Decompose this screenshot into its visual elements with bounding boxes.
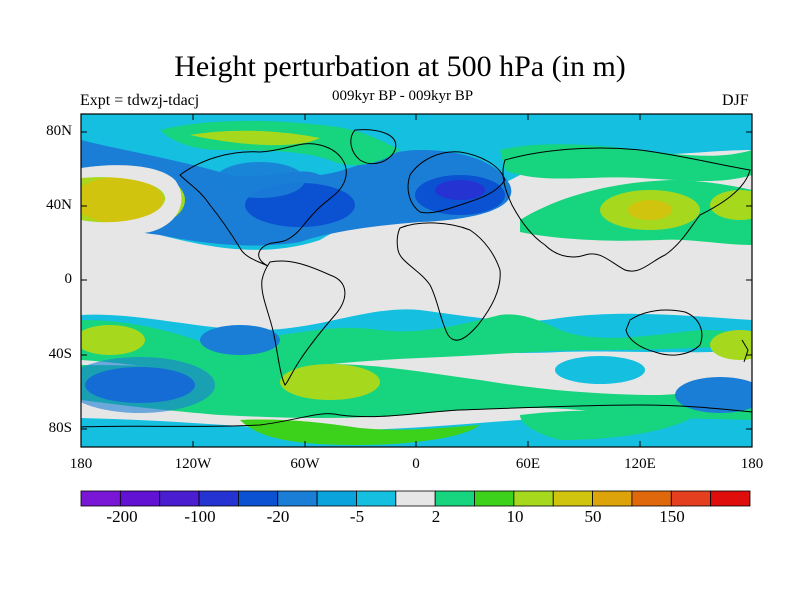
colorbar-label: -20 (266, 507, 290, 526)
south-america-coast (261, 260, 346, 386)
colorbar-label: 2 (431, 507, 441, 526)
coastlines (81, 129, 752, 428)
contour-field (81, 114, 752, 447)
colorbar-label: -5 (349, 507, 365, 526)
x-label-60e: 60E (515, 456, 541, 472)
x-label-180e: 180 (740, 456, 764, 472)
colorbar-label: -100 (184, 507, 216, 526)
south-pacific-high-west (81, 325, 145, 355)
colorbar-label: 10 (506, 507, 524, 526)
north-pacific-high-white (81, 165, 182, 235)
australia-coast (625, 309, 703, 356)
x-ticks (80, 114, 753, 447)
plot-title: Height perturbation at 500 hPa (in m) (174, 50, 626, 83)
colorbar-swatch (434, 490, 475, 507)
x-label-0: 0 (412, 456, 420, 472)
colorbar-swatch (238, 490, 279, 507)
antarctica-coast (81, 404, 752, 428)
y-label-40n: 40N (46, 197, 72, 213)
colorbar-swatch (356, 490, 397, 507)
east-pacific-green (710, 330, 752, 360)
season-label: DJF (722, 92, 749, 109)
antarctic-green-west (240, 419, 480, 445)
y-label-0: 0 (64, 271, 73, 287)
colorbar-swatch (631, 490, 672, 507)
colorbar-swatch (277, 490, 318, 507)
antarctic-green-east (520, 410, 700, 440)
southern-ocean-band (81, 363, 752, 422)
colorbar-swatch (198, 490, 239, 507)
colorbar-label: 150 (659, 507, 685, 526)
colorbar-swatch (159, 490, 200, 507)
colorbar-label: -200 (106, 507, 138, 526)
x-label-120e: 120E (624, 456, 656, 472)
colorbar-swatch (592, 490, 633, 507)
x-label-60w: 60W (290, 456, 320, 472)
north-pacific-high-core (81, 177, 163, 223)
colorbar (80, 490, 751, 507)
south-indian-blue (675, 377, 752, 413)
y-ticks (81, 131, 752, 430)
experiment-label: Expt = tdwzj-tdacj (80, 92, 200, 109)
y-label-80s: 80S (48, 420, 72, 436)
colorbar-swatch (316, 490, 357, 507)
colorbar-swatch (710, 490, 751, 507)
north-america-coast (179, 143, 347, 267)
x-label-180w: 180 (69, 456, 93, 472)
africa-coast (396, 222, 501, 341)
colorbar-swatch (80, 490, 121, 507)
europe-low-core (435, 180, 485, 200)
colorbar-swatch (552, 490, 593, 507)
asia-coast (502, 147, 751, 272)
colorbar-swatch (513, 490, 554, 507)
arctic-green-east (500, 144, 752, 182)
plot-subtitle: 009kyr BP - 009kyr BP (332, 88, 474, 104)
y-label-80n: 80N (46, 123, 72, 139)
south-pacific-teal (200, 325, 280, 355)
x-label-120w: 120W (174, 456, 212, 472)
west-pacific-high (710, 190, 752, 220)
colorbar-swatch (670, 490, 712, 507)
south-pacific-low-outer (81, 357, 215, 413)
tropics-neutral (81, 243, 752, 303)
colorbar-swatch (395, 490, 436, 507)
arctic-yellow (190, 130, 320, 146)
colorbar-label: 50 (584, 507, 602, 526)
y-label-40s: 40S (48, 346, 72, 362)
greenland-coast (350, 129, 397, 165)
new-zealand-coast (741, 339, 749, 363)
southern-green-band (81, 314, 752, 371)
south-indian-teal (555, 356, 645, 384)
south-atlantic-high (280, 364, 380, 400)
colorbar-swatch (474, 490, 515, 507)
europe-coast (407, 151, 506, 214)
colorbar-swatch (119, 490, 161, 507)
north-america-low-outer (215, 162, 305, 198)
asia-high-core (628, 200, 672, 220)
